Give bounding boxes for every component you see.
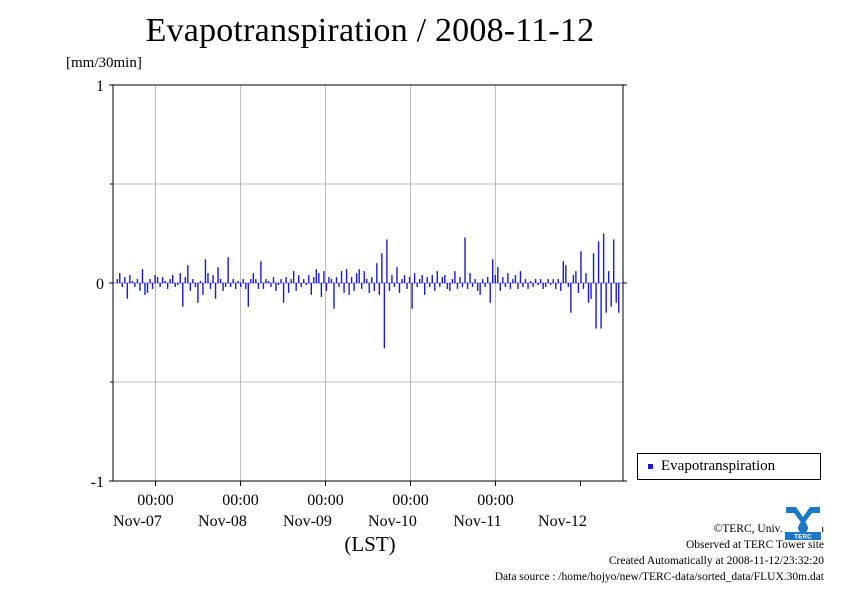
legend-swatch-icon (648, 464, 653, 469)
footer-copyright: ©TERC, Univ. Tsukuba (713, 523, 824, 535)
y-tick-label: 1 (96, 78, 104, 95)
x-tick-day-label: Nov-12 (538, 513, 587, 530)
chart-title: Evapotranspiration / 2008-11-12 (145, 12, 595, 49)
footer-observed: Observed at TERC Tower site (685, 539, 824, 551)
x-axis-label: (LST) (344, 532, 396, 556)
y-tick-label: 0 (96, 276, 104, 293)
chart-legend: Evapotranspiration (637, 453, 821, 480)
y-tick-label: -1 (91, 474, 104, 491)
x-tick-time-label: 00:00 (137, 492, 173, 509)
footer-source: Data source : /home/hojyo/new/TERC-data/… (494, 571, 824, 583)
logo-text: TERC (794, 534, 812, 541)
x-tick-time-label: 00:00 (222, 492, 258, 509)
x-tick-time-label: 00:00 (307, 492, 343, 509)
x-tick-day-label: Nov-07 (113, 513, 162, 530)
x-tick-day-label: Nov-10 (368, 513, 417, 530)
footer-credits: ©TERC, Univ. Tsukuba Observed at TERC To… (495, 521, 824, 585)
footer-created: Created Automatically at 2008-11-12/23:3… (608, 555, 824, 567)
x-tick-time-label: 00:00 (477, 492, 513, 509)
x-tick-day-label: Nov-08 (198, 513, 247, 530)
legend-label: Evapotranspiration (661, 458, 776, 474)
y-axis-unit-label: [mm/30min] (66, 55, 142, 71)
x-tick-time-label: 00:00 (392, 492, 428, 509)
terc-logo-icon: TERC (784, 503, 822, 541)
x-tick-day-label: Nov-09 (283, 513, 332, 530)
x-tick-day-label: Nov-11 (453, 513, 501, 530)
